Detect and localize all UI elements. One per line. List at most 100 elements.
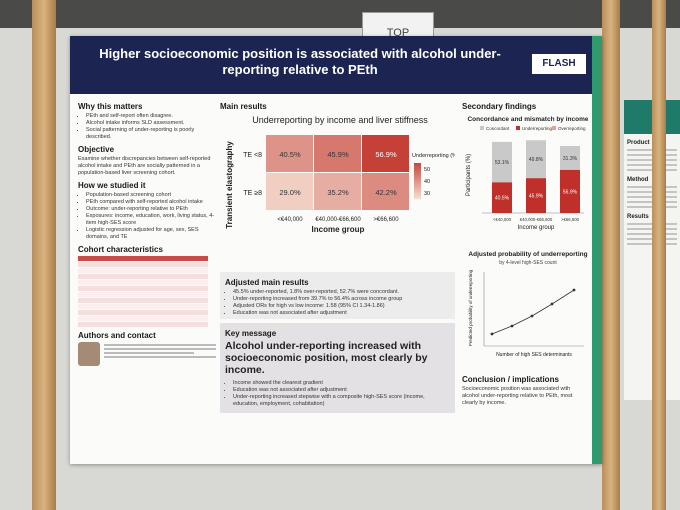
wood-post (602, 0, 620, 510)
bullet: Education was not associated after adjus… (233, 387, 450, 394)
table-row (78, 298, 208, 303)
legend-swatch (414, 194, 421, 196)
heat-cell (362, 173, 409, 210)
chart-subtitle: by 4-level high-SES count (499, 260, 557, 266)
cell-label: 35.2% (327, 188, 349, 197)
legend-swatch (414, 195, 421, 197)
bar-underreporting (526, 178, 546, 213)
legend-swatch (414, 196, 421, 199)
column-label: €40,000-€66,600 (315, 217, 361, 223)
legend-swatch (516, 126, 520, 130)
bar-concordant (526, 140, 546, 179)
side-heading: Method (627, 177, 649, 183)
heading: Key message (225, 329, 277, 338)
legend-label: Overreporting (558, 126, 586, 131)
table-row (78, 310, 208, 315)
table-row (78, 286, 208, 291)
legend-swatch (552, 126, 556, 130)
bullet: Exposures: income, education, work, livi… (86, 213, 216, 227)
paragraph: Examine whether discrepancies between se… (78, 156, 211, 176)
y-axis-label: Predicted probability of underreporting (468, 269, 473, 346)
heading: Conclusion / implications (462, 375, 559, 384)
bullet-list: PEth and self-report often disagree.Alco… (78, 113, 216, 141)
line-chart: Adjusted probability of underreporting by… (468, 251, 588, 358)
legend-swatch (414, 170, 421, 172)
y-axis-label: Participants (%) (466, 154, 472, 196)
column-label: <€40,000 (277, 217, 303, 223)
legend-swatch (414, 169, 421, 171)
bullet: Under-reporting increased from 39.7% to … (233, 296, 450, 303)
point (550, 302, 554, 306)
legend-swatch (414, 173, 421, 176)
poster: Higher socioeconomic position is associa… (70, 36, 602, 464)
trend-line (491, 289, 575, 335)
authors (78, 342, 216, 366)
bullet: Adjusted ORs for high vs low income: 1.5… (233, 303, 450, 310)
bullet: Social patterning of under-reporting is … (86, 127, 216, 141)
column-label: >€66,600 (373, 217, 399, 223)
logo: FLASH (532, 54, 586, 74)
side-heading: Results (627, 214, 649, 220)
legend-swatch (414, 175, 421, 177)
header: Higher socioeconomic position is associa… (70, 36, 592, 94)
bullet-list: 45.5% under-reported, 1.8% over-reported… (225, 289, 450, 317)
bar-label: 31.3% (563, 156, 578, 162)
heat-cell (362, 135, 409, 172)
legend-swatch (414, 188, 421, 190)
row-label: TE <8 (243, 152, 262, 159)
legend-label: Concordant (486, 126, 510, 131)
heading: Secondary findings (462, 102, 537, 111)
cell-label: 45.9% (327, 150, 349, 159)
portrait (78, 342, 100, 366)
y-axis-label: Transient elastography (225, 141, 234, 229)
bullet-list: Income showed the clearest gradientEduca… (225, 380, 450, 408)
wood-post (652, 0, 666, 510)
heading: Authors and contact (78, 331, 156, 340)
heatmap: Underreporting by income and liver stiff… (225, 115, 459, 234)
legend-swatch (480, 126, 484, 130)
middle-column: Main results Underreporting by income an… (220, 98, 459, 413)
bullet: Education was not associated after adjus… (233, 310, 450, 317)
cohort-table (78, 256, 208, 327)
key-message: Alcohol under-reporting increased with s… (225, 340, 428, 376)
legend-tick-label: 50 (424, 167, 430, 173)
bar-label: 40.5% (495, 196, 510, 202)
legend-swatch (414, 185, 421, 188)
legend-swatch (414, 184, 421, 187)
table-row (78, 292, 208, 297)
heading: Main results (220, 102, 267, 111)
cell-label: 42.2% (375, 188, 397, 197)
legend-swatch (414, 183, 421, 185)
cell-label: 56.9% (375, 150, 397, 159)
point (530, 314, 534, 318)
legend-label: Underreporting (522, 126, 553, 131)
legend-swatch (414, 178, 421, 181)
row-label: TE ≥8 (243, 190, 262, 197)
side-strip (592, 36, 602, 464)
bullet: Logistic regression adjusted for age, se… (86, 227, 216, 241)
table-row (78, 256, 208, 261)
wood-post (32, 0, 56, 510)
legend-swatch (414, 163, 421, 165)
legend-swatch (414, 177, 421, 179)
table-row (78, 304, 208, 309)
legend-swatch (414, 181, 421, 183)
legend-tick-label: 30 (424, 191, 430, 197)
point (572, 288, 576, 292)
heading: Cohort characteristics (78, 245, 163, 254)
key-box: Key message Alcohol under-reporting incr… (220, 323, 455, 413)
heat-cell (266, 135, 313, 172)
cell-label: 29.0% (279, 188, 301, 197)
paragraph: Socioeconomic position was associated wi… (462, 386, 573, 406)
point (510, 324, 514, 328)
bullet: Population-based screening cohort (86, 192, 216, 199)
legend-swatch (414, 189, 421, 191)
bullet: Outcome: under-reporting relative to PEt… (86, 206, 216, 213)
bar-concordant (492, 141, 512, 183)
bullet-list: Population-based screening cohortPEth co… (78, 192, 216, 241)
bullet: Under-reporting increased stepwise with … (233, 394, 450, 408)
x-tick-label: <€40,000 (493, 217, 512, 222)
heat-cell (314, 173, 361, 210)
x-tick-label: €40,000-€66,600 (520, 217, 553, 222)
